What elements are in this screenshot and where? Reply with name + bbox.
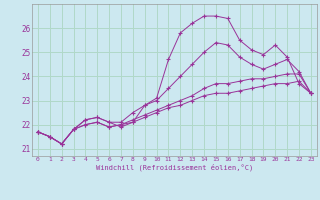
X-axis label: Windchill (Refroidissement éolien,°C): Windchill (Refroidissement éolien,°C) (96, 164, 253, 171)
